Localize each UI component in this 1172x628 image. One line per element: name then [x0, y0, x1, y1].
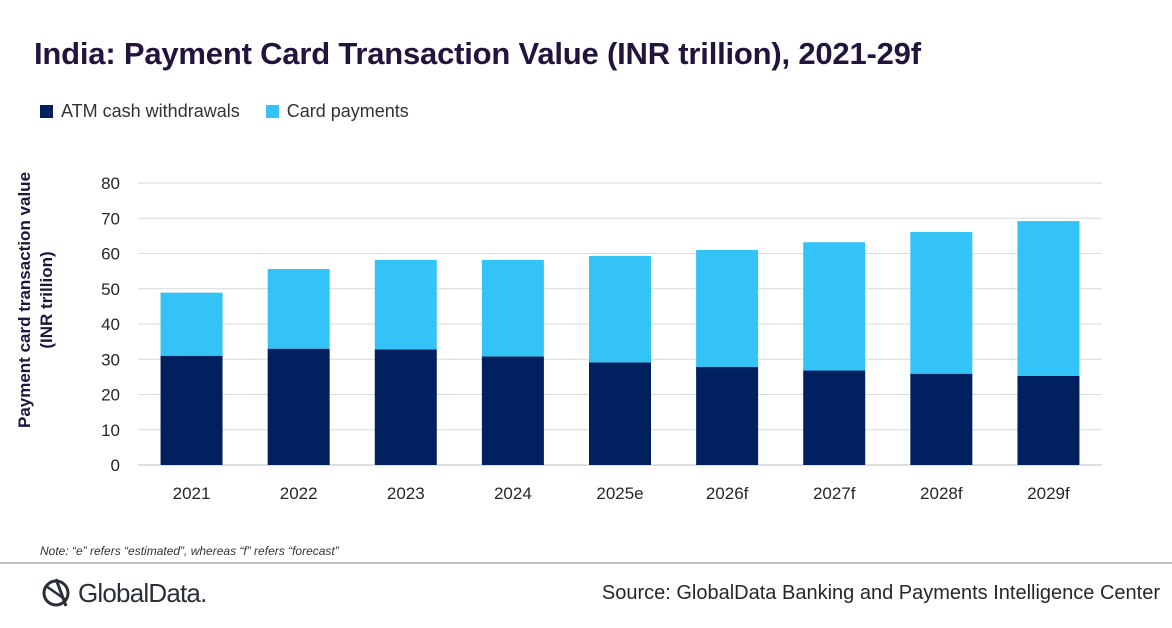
- legend-label-card: Card payments: [286, 101, 409, 121]
- x-tick-label: 2028f: [920, 484, 963, 503]
- x-tick-label: 2022: [280, 484, 318, 503]
- x-tick-label: 2026f: [706, 484, 749, 503]
- bar-card-payments: [803, 242, 866, 371]
- x-tick-label: 2021: [173, 484, 211, 503]
- y-tick-label: 10: [101, 421, 120, 440]
- source-text: Source: GlobalData Banking and Payments …: [601, 582, 1160, 604]
- bar-atm-cash-withdrawals: [589, 362, 651, 465]
- bar-chart: 0 10 20 30 40 50 60 70 80 2021 2022 2023 2024 2025e 20…: [101, 174, 1102, 503]
- legend-item-card: Card payments: [265, 101, 409, 122]
- chart-legend: ATM cash withdrawals Card payments: [40, 101, 409, 122]
- footer-divider: [0, 562, 1172, 564]
- bar-card-payments: [696, 249, 759, 368]
- legend-label-atm: ATM cash withdrawals: [61, 101, 240, 121]
- y-tick-label: 60: [101, 245, 120, 264]
- y-tick-label: 20: [101, 386, 120, 405]
- x-tick-label: 2023: [387, 484, 425, 503]
- legend-swatch-card: [265, 105, 279, 118]
- bar-atm-cash-withdrawals: [803, 370, 866, 465]
- chart-title: India: Payment Card Transaction Value (I…: [34, 36, 921, 71]
- logo-text: GlobalData.: [78, 577, 207, 608]
- bar-card-payments: [910, 231, 973, 374]
- bar-atm-cash-withdrawals: [374, 349, 437, 465]
- bar-atm-cash-withdrawals: [1017, 375, 1080, 465]
- x-tick-label: 2024: [494, 484, 532, 503]
- y-tick-label: 0: [111, 456, 120, 475]
- y-tick-label: 80: [101, 174, 120, 193]
- y-tick-label: 50: [101, 280, 120, 299]
- y-tick-label: 70: [101, 209, 120, 228]
- bar-atm-cash-withdrawals: [481, 356, 544, 465]
- bar-card-payments: [267, 269, 330, 349]
- bar-card-payments: [160, 292, 223, 356]
- y-tick-label: 40: [101, 315, 120, 334]
- bar-atm-cash-withdrawals: [267, 348, 330, 465]
- x-tick-label: 2029f: [1027, 484, 1070, 503]
- globaldata-logo: GlobalData.: [40, 576, 207, 610]
- bar-card-payments: [374, 259, 437, 350]
- bar-atm-cash-withdrawals: [160, 355, 223, 465]
- bar-card-payments: [481, 259, 544, 357]
- x-tick-label: 2027f: [813, 484, 856, 503]
- bar-card-payments: [1017, 221, 1080, 376]
- bar-card-payments: [589, 255, 651, 363]
- chart-note: Note: “e” refers “estimated”, whereas “f…: [40, 544, 339, 558]
- globaldata-logo-icon: [42, 578, 70, 607]
- bar-atm-cash-withdrawals: [696, 367, 759, 465]
- legend-item-atm: ATM cash withdrawals: [40, 101, 240, 122]
- y-tick-label: 30: [101, 350, 120, 369]
- bar-atm-cash-withdrawals: [910, 373, 973, 465]
- legend-swatch-atm: [40, 105, 53, 118]
- x-tick-label: 2025e: [596, 484, 643, 503]
